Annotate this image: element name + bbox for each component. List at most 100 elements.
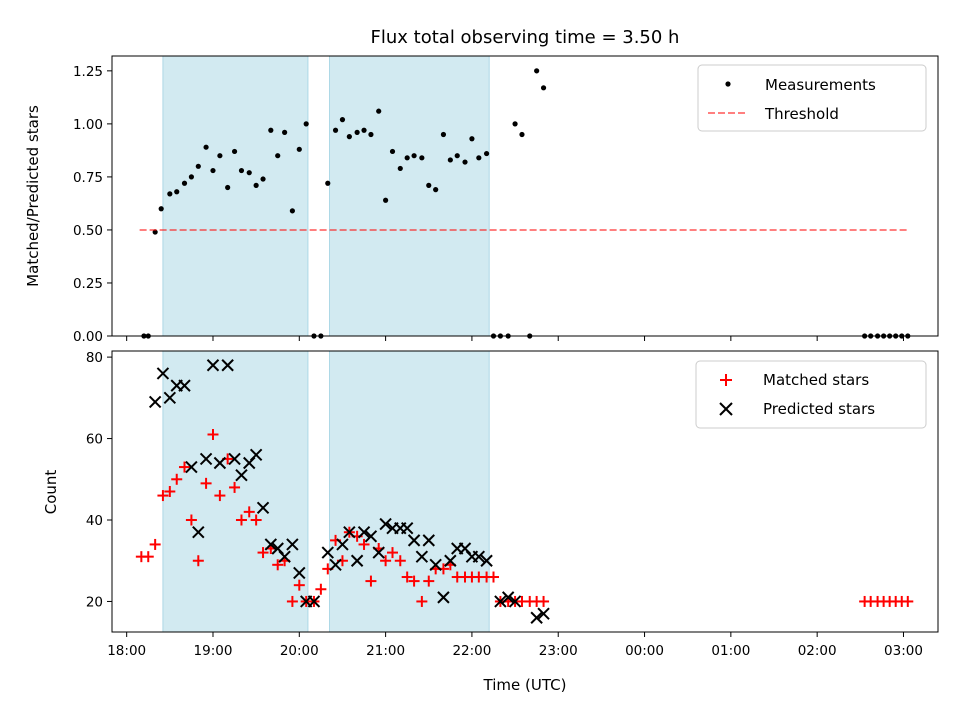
measurement-point (447, 157, 453, 163)
predicted-star-point (407, 534, 421, 547)
measurement-point (225, 184, 231, 191)
chart-title: Flux total observing time = 3.50 h (371, 27, 680, 48)
matched-star-point (142, 551, 154, 563)
predicted-star-point (508, 595, 522, 608)
bottom-legend: Matched stars Predicted stars (695, 360, 927, 429)
top-observing-interval-1 (329, 55, 490, 337)
predicted-star-point (494, 595, 507, 608)
top-y-axis-label: Matched/Predicted stars (24, 105, 42, 287)
measurement-point (289, 208, 295, 214)
matched-star-point (149, 538, 161, 550)
measurement-point (217, 153, 223, 159)
measurement-point (454, 153, 460, 159)
predicted-star-point (156, 367, 170, 380)
predicted-star-point (221, 359, 234, 372)
measurement-point (296, 146, 302, 152)
x-tick-label: 02:00 (798, 643, 837, 659)
top-legend-box (697, 64, 927, 132)
matched-star-point (293, 579, 305, 591)
predicted-star-point (163, 391, 177, 405)
legend-matched-marker (720, 374, 732, 386)
bot-y-tick-label: 40 (86, 513, 103, 529)
bot-y-tick-label: 60 (86, 432, 103, 448)
measurement-point (246, 170, 252, 176)
measurement-point (303, 121, 309, 127)
matched-star-point (423, 575, 435, 587)
x-tick-label: 22:00 (452, 643, 491, 659)
measurement-point (282, 129, 288, 135)
predicted-star-point (501, 591, 515, 604)
matched-star-point (192, 555, 204, 567)
x-tick-label: 19:00 (194, 643, 233, 659)
legend-threshold-label: Threshold (764, 105, 839, 123)
measurement-point (419, 155, 425, 161)
top-y-tick-label: 0.25 (73, 276, 103, 292)
matched-star-point (272, 559, 284, 571)
measurement-point (231, 148, 238, 155)
measurement-point (519, 131, 525, 138)
measurement-point (188, 174, 195, 180)
measurement-point (534, 68, 540, 74)
predicted-star-point (228, 452, 241, 466)
measurement-point (210, 167, 216, 174)
predicted-star-point (336, 538, 349, 551)
matched-star-point (487, 571, 499, 583)
matched-star-point (185, 514, 197, 526)
matched-star-point (408, 575, 420, 587)
predicted-star-point (530, 611, 543, 624)
x-tick-label: 21:00 (366, 643, 405, 659)
measurement-point (346, 134, 352, 140)
measurement-point (268, 127, 274, 133)
panel-bottom: 20 40 60 80 18:00 19:00 20:00 21:00 22:00 23:00 0… (42, 350, 939, 694)
measurement-point (469, 136, 475, 142)
predicted-star-point (264, 538, 278, 551)
measurement-point (253, 182, 259, 188)
bot-y-tick-label: 20 (86, 594, 103, 610)
x-tick-label: 23:00 (539, 643, 578, 659)
predicted-star-point (235, 469, 248, 482)
measurement-point (325, 180, 331, 186)
matched-star-point (286, 595, 298, 607)
x-axis-label: Time (UTC) (483, 676, 567, 694)
panel-top: 0.00 0.25 0.50 0.75 1.00 1.25 Matched/Predict… (24, 55, 939, 345)
bottom-legend-box (695, 360, 927, 429)
x-tick-label: 03:00 (884, 643, 923, 659)
matched-star-point (243, 506, 255, 518)
measurement-point (339, 117, 346, 123)
predicted-star-point (364, 530, 378, 543)
predicted-star-point (206, 359, 220, 372)
predicted-star-point (480, 554, 493, 567)
bottom-axes-frame (111, 350, 939, 633)
measurement-point (433, 187, 439, 193)
predicted-star-point (249, 448, 263, 462)
matched-star-point (257, 547, 269, 559)
measurement-point (275, 153, 281, 159)
measurement-point (195, 163, 201, 169)
predicted-star-point (192, 526, 205, 539)
measurement-point (476, 155, 482, 161)
predicted-star-point (415, 550, 429, 563)
x-tick-label: 18:00 (107, 643, 146, 659)
top-y-tick-label: 0.50 (73, 223, 103, 239)
matched-star-point (207, 428, 219, 440)
matched-star-point (401, 571, 413, 583)
predicted-star-point (185, 460, 198, 474)
predicted-star-point (329, 558, 342, 572)
legend-predicted-label: Predicted stars (763, 400, 875, 418)
measurement-point (404, 155, 410, 161)
legend-predicted-marker (719, 402, 733, 416)
measurement-point (368, 131, 374, 138)
measurement-point (397, 165, 403, 172)
bottom-y-axis-label: Count (42, 470, 60, 515)
matched-star-point (235, 514, 247, 526)
measurement-point (203, 144, 209, 150)
matched-star-point (171, 473, 183, 485)
predicted-star-point (429, 558, 442, 572)
legend-matched-label: Matched stars (763, 371, 869, 389)
predicted-star-point (178, 379, 191, 392)
measurement-point (361, 127, 367, 133)
top-y-tick-label: 1.00 (73, 117, 103, 133)
measurement-point (440, 131, 447, 138)
predicted-star-point (256, 501, 270, 514)
measurement-point (260, 176, 266, 182)
